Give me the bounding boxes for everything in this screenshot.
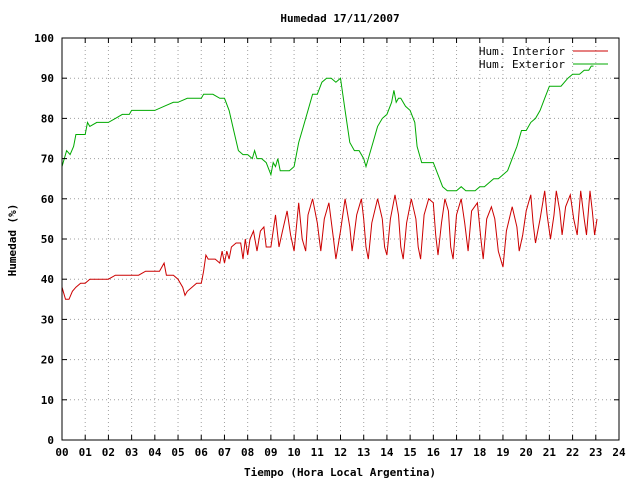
legend-label: Hum. Exterior — [479, 58, 565, 71]
x-tick-label: 01 — [79, 446, 93, 459]
x-tick-label: 15 — [404, 446, 417, 459]
x-tick-label: 08 — [241, 446, 254, 459]
y-tick-label: 40 — [41, 273, 54, 286]
y-tick-label: 0 — [47, 434, 54, 447]
x-tick-label: 16 — [427, 446, 441, 459]
y-tick-label: 20 — [41, 354, 54, 367]
y-tick-label: 80 — [41, 112, 54, 125]
x-tick-label: 21 — [543, 446, 557, 459]
x-tick-label: 03 — [125, 446, 138, 459]
x-tick-label: 24 — [612, 446, 626, 459]
x-axis: 00 01 02 03 04 05 06 07 08 09 10 11 12 13 14 15 16 17 18 19… — [55, 38, 626, 459]
grid-lines — [62, 38, 619, 440]
x-tick-label: 19 — [496, 446, 509, 459]
x-tick-label: 20 — [520, 446, 533, 459]
x-tick-label: 10 — [287, 446, 300, 459]
series-layer — [61, 65, 598, 300]
x-axis-label: Tiempo (Hora Local Argentina) — [244, 466, 436, 479]
x-tick-label: 18 — [473, 446, 486, 459]
x-tick-label: 23 — [589, 446, 602, 459]
x-tick-label: 12 — [334, 446, 347, 459]
series-line-exterior — [61, 65, 594, 192]
y-tick-label: 100 — [34, 32, 54, 45]
y-tick-label: 60 — [41, 193, 54, 206]
x-tick-label: 11 — [311, 446, 325, 459]
y-tick-label: 50 — [41, 233, 54, 246]
y-axis: 0 10 20 30 40 50 60 70 80 90 100 — [34, 32, 619, 447]
y-tick-label: 70 — [41, 153, 54, 166]
legend-label: Hum. Interior — [479, 45, 565, 58]
x-tick-label: 00 — [55, 446, 68, 459]
x-tick-label: 13 — [357, 446, 370, 459]
x-tick-label: 02 — [102, 446, 115, 459]
x-tick-label: 22 — [566, 446, 579, 459]
y-tick-label: 90 — [41, 72, 54, 85]
x-tick-label: 06 — [195, 446, 209, 459]
x-tick-label: 14 — [380, 446, 394, 459]
y-tick-label: 30 — [41, 313, 54, 326]
x-tick-label: 07 — [218, 446, 231, 459]
chart-title: Humedad 17/11/2007 — [280, 12, 399, 25]
x-tick-label: 04 — [148, 446, 162, 459]
x-tick-label: 17 — [450, 446, 463, 459]
x-tick-label: 09 — [264, 446, 277, 459]
y-tick-label: 10 — [41, 394, 54, 407]
x-tick-label: 05 — [171, 446, 184, 459]
series-line-interior — [61, 190, 598, 300]
y-axis-label: Humedad (%) — [6, 204, 19, 277]
